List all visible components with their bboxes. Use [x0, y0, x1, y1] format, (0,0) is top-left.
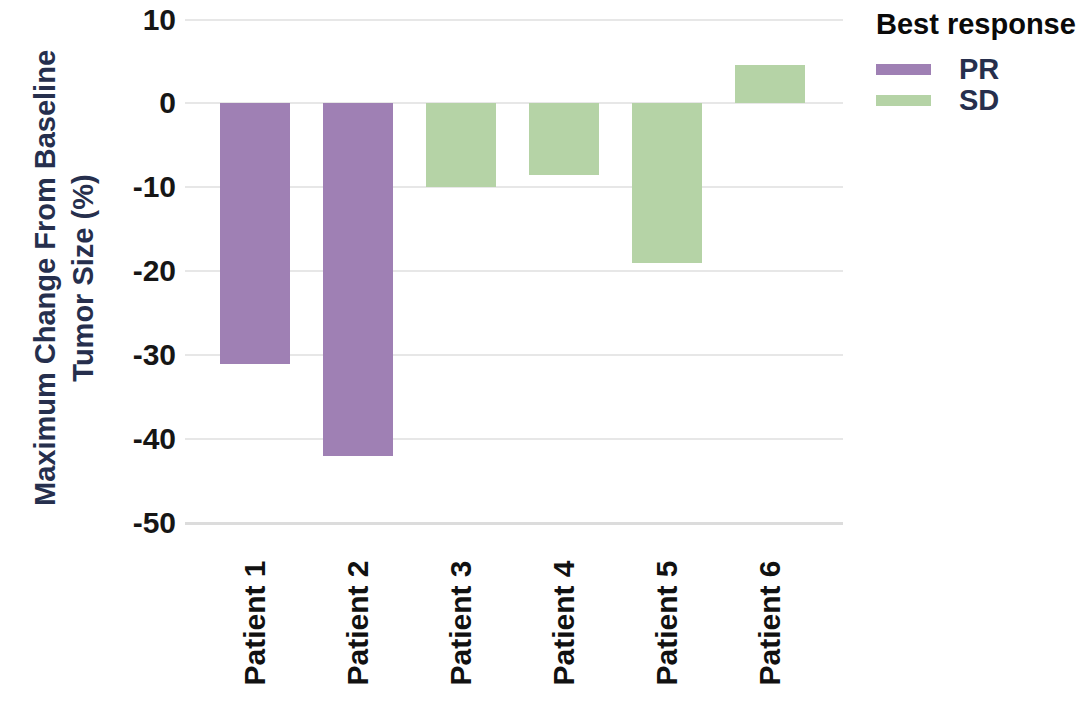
- gridline-y-10: [185, 19, 843, 21]
- y-tick-label--20: -20: [60, 255, 176, 287]
- y-tick-label--30: -30: [60, 339, 176, 371]
- legend-entry-sd: SD: [876, 85, 1080, 116]
- y-tick-label-10: 10: [60, 4, 176, 36]
- legend-rows: PRSD: [876, 54, 1080, 116]
- bar-patient-4: [529, 103, 599, 174]
- legend-title: Best response: [876, 8, 1080, 40]
- bar-patient-2: [323, 103, 393, 455]
- waterfall-chart: Maximum Change From Baseline Tumor Size …: [0, 0, 1080, 714]
- x-tick-label-text: Patient 3: [444, 560, 478, 685]
- legend-label-sd: SD: [959, 85, 999, 116]
- x-tick-label-text: Patient 1: [238, 560, 272, 685]
- bar-patient-3: [426, 103, 496, 187]
- gridline-y--50: [185, 522, 843, 525]
- y-tick-label--40: -40: [60, 423, 176, 455]
- legend-entry-pr: PR: [876, 54, 1080, 85]
- x-tick-label-text: Patient 5: [650, 560, 684, 685]
- bar-patient-6: [735, 65, 805, 104]
- x-tick-label-patient-6: Patient 6: [685, 535, 855, 710]
- x-tick-label-text: Patient 4: [547, 560, 581, 685]
- bar-patient-1: [220, 103, 290, 363]
- gridline-y--40: [185, 438, 843, 440]
- legend: Best response PRSD: [876, 8, 1080, 116]
- y-tick-label-0: 0: [60, 87, 176, 119]
- legend-swatch-sd: [876, 95, 931, 106]
- x-tick-label-text: Patient 2: [341, 560, 375, 685]
- legend-label-pr: PR: [959, 54, 999, 85]
- bar-patient-5: [632, 103, 702, 262]
- y-tick-label--50: -50: [60, 507, 176, 539]
- y-axis-title-line1: Maximum Change From Baseline: [26, 49, 64, 505]
- legend-swatch-pr: [876, 64, 931, 75]
- x-tick-label-text: Patient 6: [753, 560, 787, 685]
- y-tick-label--10: -10: [60, 171, 176, 203]
